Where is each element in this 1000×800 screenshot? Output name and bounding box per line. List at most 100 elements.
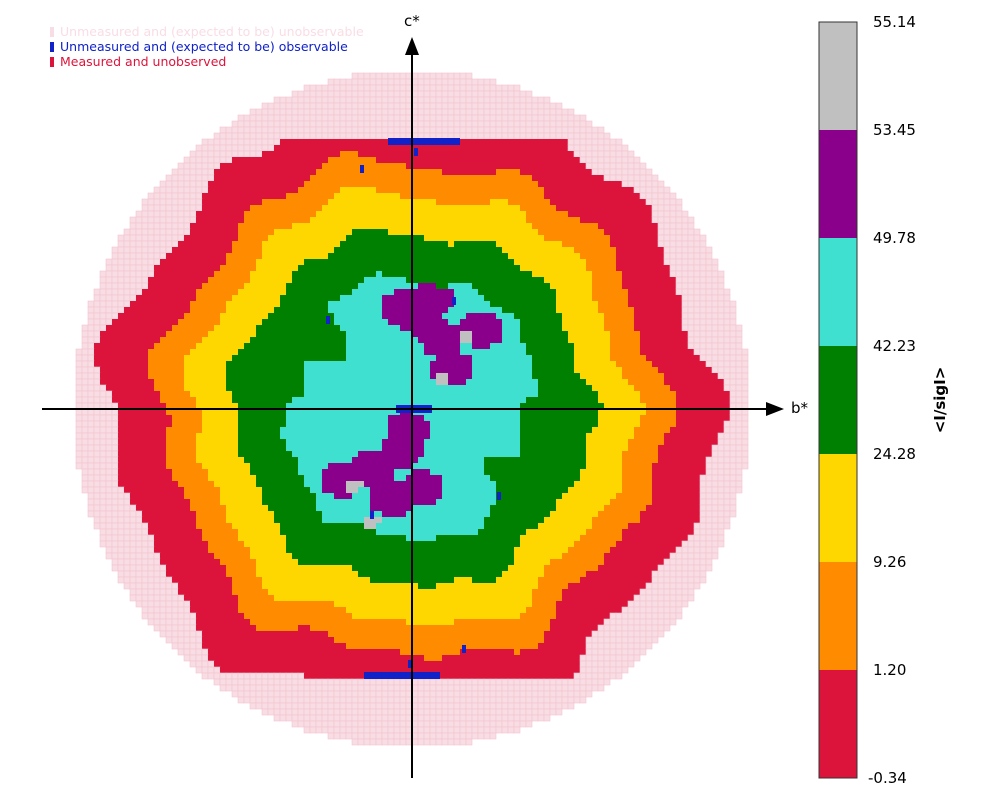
heatmap-cell — [430, 295, 436, 301]
heatmap-cell — [268, 331, 274, 337]
heatmap-cell — [340, 187, 346, 193]
heatmap-cell — [376, 307, 382, 313]
heatmap-cell — [640, 391, 646, 397]
heatmap-cell — [262, 169, 268, 175]
heatmap-cell — [412, 379, 418, 385]
heatmap-cell — [358, 265, 364, 271]
heatmap-cell — [388, 187, 394, 193]
heatmap-cell — [304, 271, 310, 277]
heatmap-cell — [526, 313, 532, 319]
heatmap-cell — [417, 114, 425, 122]
heatmap-cell — [598, 175, 604, 181]
heatmap-cell — [466, 163, 472, 169]
heatmap-cell — [424, 319, 430, 325]
heatmap-cell — [153, 204, 161, 212]
heatmap-cell — [580, 385, 586, 391]
heatmap-cell — [262, 403, 268, 409]
heatmap-cell — [640, 397, 646, 403]
heatmap-cell — [705, 324, 713, 332]
heatmap-cell — [514, 343, 520, 349]
heatmap-cell — [441, 126, 449, 134]
heatmap-cell — [297, 96, 305, 104]
heatmap-cell — [400, 151, 406, 157]
heatmap-cell — [423, 72, 431, 80]
heatmap-cell — [352, 217, 358, 223]
heatmap-cell — [604, 283, 610, 289]
heatmap-cell — [699, 324, 707, 332]
heatmap-cell — [129, 264, 137, 272]
heatmap-cell — [460, 139, 466, 145]
heatmap-cell — [538, 367, 544, 373]
heatmap-cell — [693, 240, 701, 248]
heatmap-cell — [388, 193, 394, 199]
heatmap-cell — [622, 301, 628, 307]
heatmap-cell — [484, 325, 490, 331]
heatmap-cell — [279, 96, 287, 104]
heatmap-cell — [574, 379, 580, 385]
heatmap-cell — [322, 247, 328, 253]
heatmap-cell — [514, 271, 520, 277]
heatmap-cell — [189, 216, 197, 224]
heatmap-cell — [316, 259, 322, 265]
heatmap-cell — [370, 139, 376, 145]
heatmap-cell — [382, 385, 388, 391]
heatmap-cell — [675, 234, 683, 242]
heatmap-cell — [346, 313, 352, 319]
heatmap-cell — [417, 126, 425, 134]
heatmap-cell — [286, 355, 292, 361]
heatmap-cell — [502, 289, 508, 295]
heatmap-cell — [394, 223, 400, 229]
heatmap-cell — [543, 120, 551, 128]
heatmap-cell — [226, 235, 232, 241]
heatmap-cell — [220, 379, 226, 385]
heatmap-cell — [687, 312, 695, 320]
heatmap-cell — [682, 397, 688, 403]
heatmap-cell — [616, 205, 622, 211]
heatmap-cell — [550, 301, 556, 307]
heatmap-cell — [664, 337, 670, 343]
heatmap-cell — [160, 367, 166, 373]
heatmap-cell — [303, 120, 311, 128]
heatmap-cell — [532, 175, 538, 181]
heatmap-cell — [550, 397, 556, 403]
heatmap-cell — [129, 228, 137, 236]
heatmap-cell — [142, 385, 148, 391]
heatmap-cell — [465, 132, 473, 140]
heatmap-cell — [364, 151, 370, 157]
heatmap-cell — [298, 163, 304, 169]
heatmap-cell — [544, 343, 550, 349]
heatmap-cell — [682, 355, 688, 361]
heatmap-cell — [238, 187, 244, 193]
heatmap-cell — [238, 163, 244, 169]
heatmap-cell — [406, 217, 412, 223]
heatmap-cell — [297, 102, 305, 110]
heatmap-cell — [388, 301, 394, 307]
heatmap-cell — [400, 205, 406, 211]
heatmap-cell — [502, 163, 508, 169]
heatmap-cell — [454, 343, 460, 349]
heatmap-cell — [100, 337, 106, 343]
heatmap-cell — [160, 307, 166, 313]
heatmap-cell — [699, 258, 707, 266]
heatmap-cell — [634, 253, 640, 259]
heatmap-cell — [321, 120, 329, 128]
heatmap-cell — [610, 271, 616, 277]
heatmap-cell — [376, 265, 382, 271]
heatmap-cell — [484, 223, 490, 229]
heatmap-cell — [723, 342, 731, 350]
heatmap-cell — [364, 253, 370, 259]
heatmap-cell — [220, 349, 226, 355]
heatmap-cell — [364, 397, 370, 403]
heatmap-cell — [352, 145, 358, 151]
heatmap-cell — [550, 235, 556, 241]
heatmap-cell — [346, 217, 352, 223]
heatmap-cell — [310, 247, 316, 253]
heatmap-cell — [658, 313, 664, 319]
heatmap-cell — [490, 151, 496, 157]
heatmap-cell — [117, 246, 125, 254]
heatmap-cell — [268, 349, 274, 355]
heatmap-cell — [544, 367, 550, 373]
heatmap-cell — [556, 193, 562, 199]
heatmap-cell — [562, 385, 568, 391]
heatmap-cell — [423, 96, 431, 104]
